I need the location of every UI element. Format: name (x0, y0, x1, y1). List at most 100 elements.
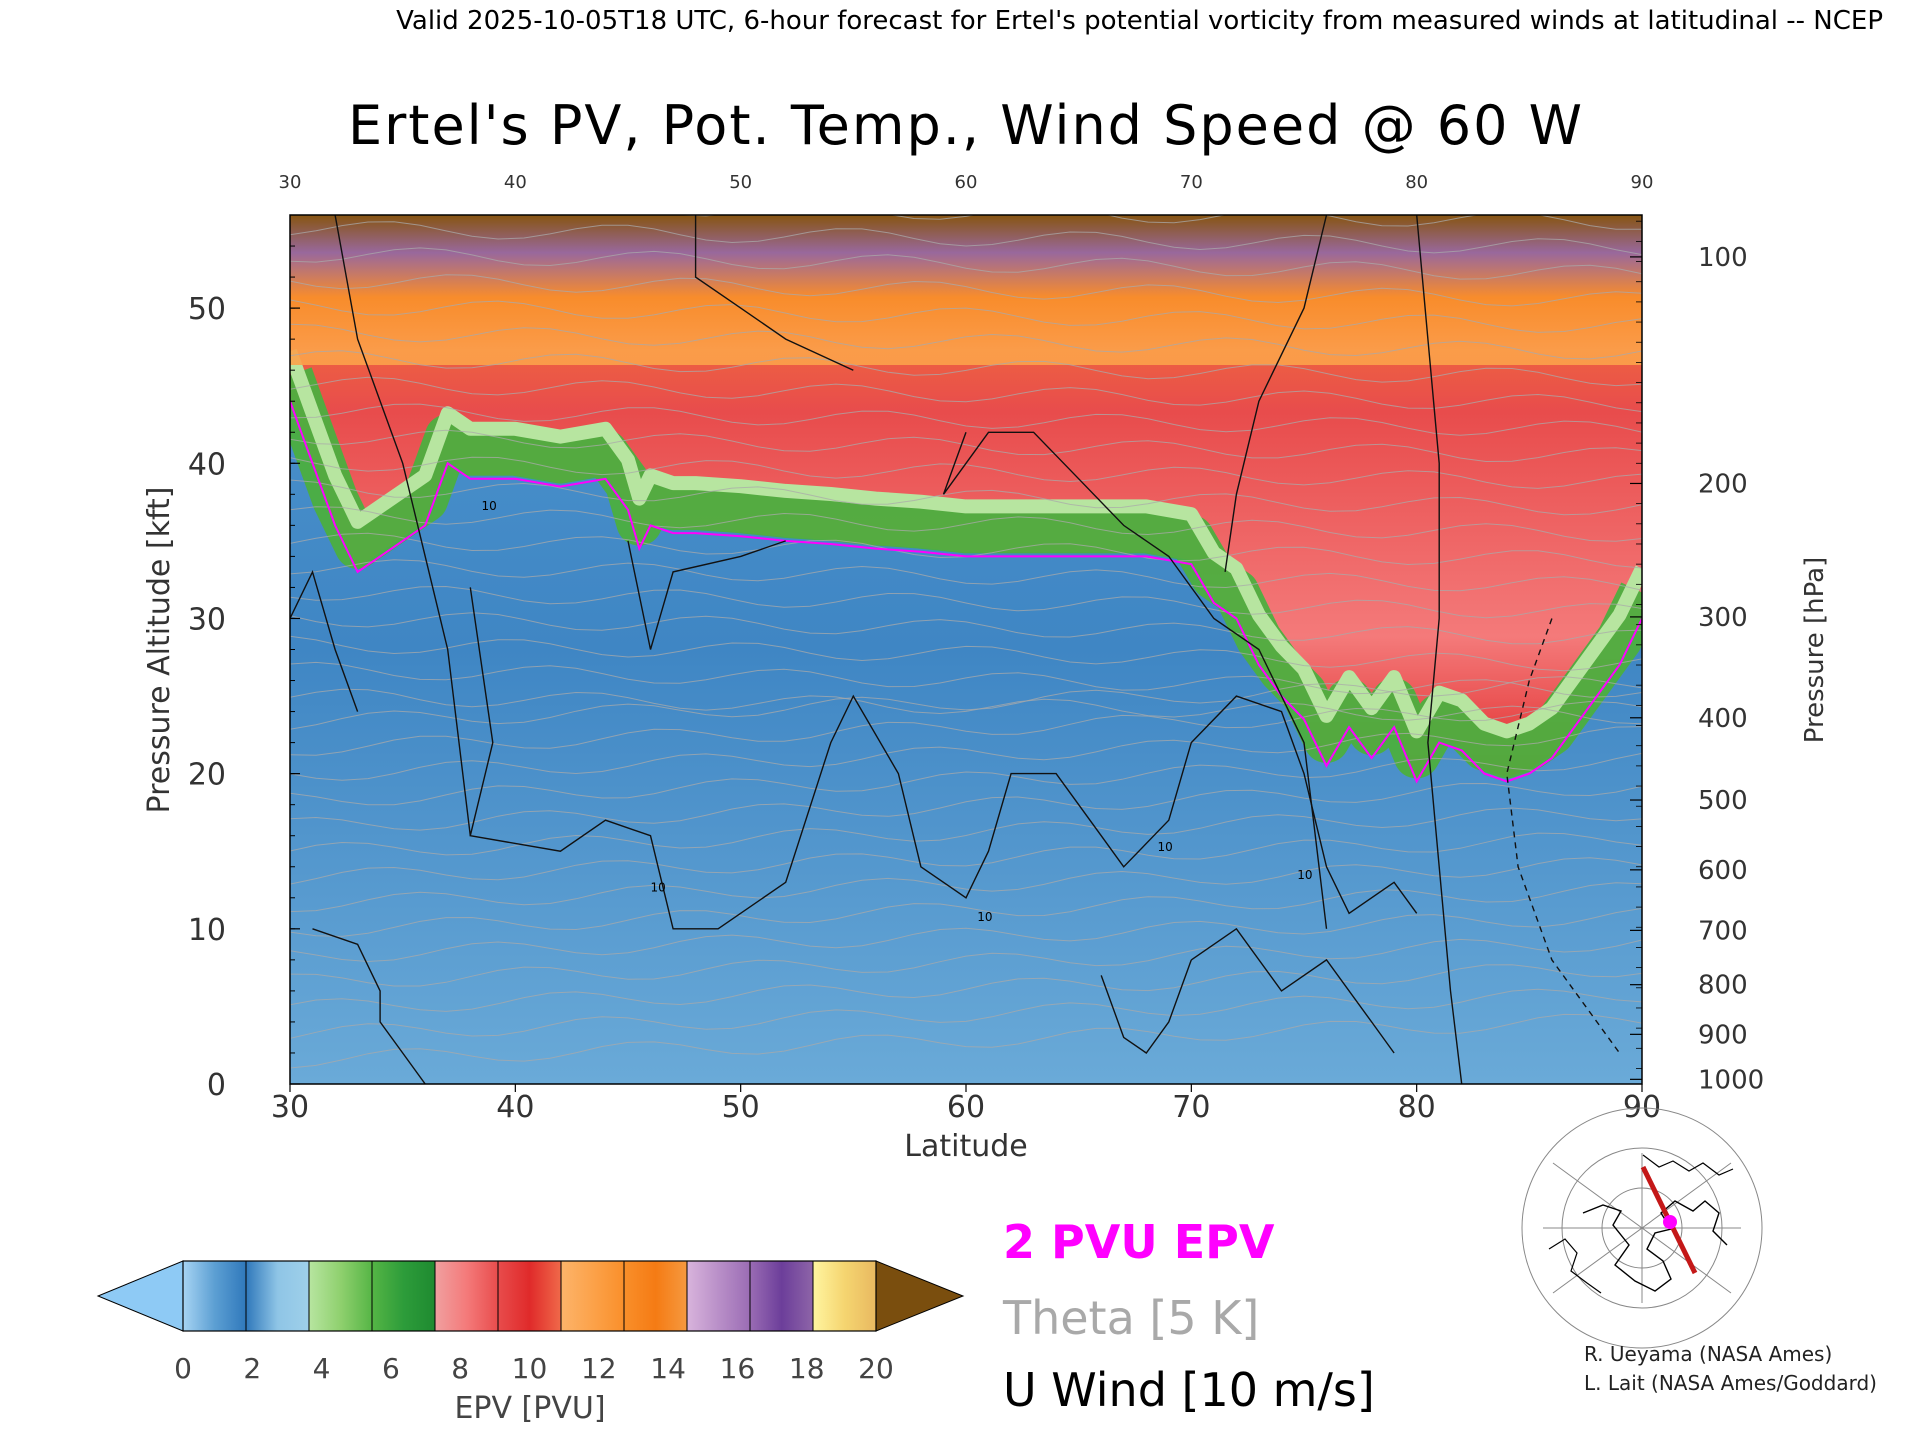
wind-contour-line (1416, 215, 1463, 1084)
theta-contour-line (290, 782, 1642, 831)
colorbar-segment (750, 1261, 814, 1331)
top-x-tick-label: 30 (279, 172, 302, 193)
theta-contour-line (290, 274, 1642, 307)
two-pvu-contour (290, 400, 1642, 784)
chart-title: Ertel's PV, Pot. Temp., Wind Speed @ 60 … (348, 94, 1584, 157)
y-tick-label: 0 (207, 1068, 226, 1103)
colorbar-segment (687, 1261, 751, 1331)
colorbar-tick-label: 10 (512, 1352, 548, 1385)
pressure-tick-label: 900 (1698, 1020, 1748, 1050)
pressure-tick-label: 700 (1698, 916, 1748, 946)
colorbar-frame (182, 1260, 877, 1332)
valid-line: Valid 2025-10-05T18 UTC, 6-hour forecast… (396, 6, 1883, 36)
theta-contour-line (290, 323, 1642, 360)
wind-contour-line (942, 431, 1328, 929)
theta-contours (290, 215, 1642, 1069)
wind-contour-line (1190, 927, 1395, 1054)
colorbar-segment (435, 1261, 499, 1331)
colorbar-tick-label: 12 (581, 1352, 617, 1385)
colorbar-segment (498, 1261, 562, 1331)
theta-contour-line (290, 807, 1642, 856)
wind-contour-line (290, 569, 359, 712)
theta-contour-line (677, 215, 1642, 230)
colorbar-under-arrow (96, 1260, 184, 1332)
credit-line-1: R. Ueyama (NASA Ames) (1584, 1342, 1832, 1366)
x-tick-label: 30 (271, 1090, 309, 1125)
theta-contour-line (290, 700, 1642, 756)
legend-pvu: 2 PVU EPV (1003, 1215, 1275, 1269)
colorbar-segment (372, 1261, 436, 1331)
tropopause-transition-band (290, 367, 1642, 779)
colorbar-segment (183, 1261, 247, 1331)
upper-pv-fill (290, 215, 1642, 365)
theta-contour-line (290, 676, 1642, 730)
pressure-tick-label: 400 (1698, 704, 1748, 734)
axes: 30 30 40 40 50 50 60 60 70 70 80 80 90 900 10 20 30 40 50 1… (188, 172, 1764, 1125)
wind-contour-label: 10 (482, 499, 497, 513)
colorbar: 0 2 4 6 8 10 12 14 16 18 20 (96, 1260, 965, 1385)
theta-contour-line (290, 635, 1642, 672)
wind-contours: 10 10 10 10 10 (290, 215, 1621, 1084)
colorbar-tick-label: 14 (650, 1352, 686, 1385)
colorbar-tick-label: 6 (382, 1352, 400, 1385)
theta-contour-line (290, 350, 1642, 387)
theta-contour-line (290, 403, 1642, 436)
theta-contour-line (290, 907, 1642, 963)
wind-contour-line (1100, 959, 1192, 1054)
theta-contour-line (290, 988, 1642, 1039)
pressure-tick-label: 300 (1698, 603, 1748, 633)
wind-contour-line (1224, 215, 1328, 573)
top-x-tick-label: 40 (504, 172, 527, 193)
theta-contour-line (290, 964, 1642, 1012)
y-tick-label: 40 (188, 447, 226, 482)
legend-wind: U Wind [10 m/s] (1003, 1363, 1375, 1417)
y-axis-label: Pressure Altitude [kft] (142, 487, 177, 814)
wind-contour-label: 10 (977, 910, 992, 924)
colorbar-tick-label: 20 (858, 1352, 894, 1385)
pressure-tick-label: 600 (1698, 856, 1748, 886)
top-x-tick-label: 80 (1405, 172, 1428, 193)
theta-contour-line (290, 832, 1642, 885)
wind-contour-line (334, 215, 471, 836)
wind-contour-line (627, 540, 786, 650)
colorbar-tick-label: 2 (243, 1352, 261, 1385)
x-tick-label: 60 (947, 1090, 985, 1125)
top-x-tick-label: 90 (1631, 172, 1654, 193)
theta-contour-line (290, 1013, 1642, 1069)
y-tick-label: 30 (188, 602, 226, 637)
x-tick-label: 70 (1172, 1090, 1210, 1125)
wind-contour-line (694, 215, 854, 371)
legend-theta: Theta [5 K] (1002, 1291, 1259, 1345)
theta-contour-line (290, 585, 1642, 619)
colorbar-segment (813, 1261, 877, 1331)
top-x-tick-label: 50 (729, 172, 752, 193)
colorbar-label: EPV [PVU] (454, 1391, 605, 1426)
x-tick-label: 80 (1398, 1090, 1436, 1125)
colorbar-over-arrow (875, 1260, 965, 1332)
colorbar-segment (561, 1261, 625, 1331)
y-tick-label: 20 (188, 758, 226, 793)
wind-contour-label: 10 (1158, 840, 1173, 854)
pressure-tick-label: 200 (1698, 469, 1748, 499)
y-tick-label: 50 (188, 292, 226, 327)
pressure-tick-label: 1000 (1698, 1065, 1764, 1095)
top-x-tick-label: 70 (1180, 172, 1203, 193)
wind-contour-dashed (1506, 618, 1621, 1054)
theta-contour-line (290, 882, 1642, 937)
theta-contour-line (290, 726, 1642, 781)
theta-contour-line (290, 612, 1642, 645)
colorbar-segment (624, 1261, 688, 1331)
pressure-tick-label: 100 (1698, 243, 1748, 273)
theta-contour-line (290, 661, 1642, 698)
theta-contour-line (290, 247, 1642, 280)
y-tick-label: 10 (188, 913, 226, 948)
y2-axis-label: Pressure [hPa] (1800, 557, 1830, 744)
credit-line-2: L. Lait (NASA Ames/Goddard) (1584, 1371, 1877, 1395)
wind-contour-line (312, 928, 426, 1084)
pressure-tick-label: 500 (1698, 786, 1748, 816)
plot-area: 10 10 10 10 10 (290, 215, 1642, 1084)
theta-contour-line (290, 299, 1642, 333)
theta-contour-line (290, 221, 1642, 256)
colorbar-segment (246, 1261, 310, 1331)
